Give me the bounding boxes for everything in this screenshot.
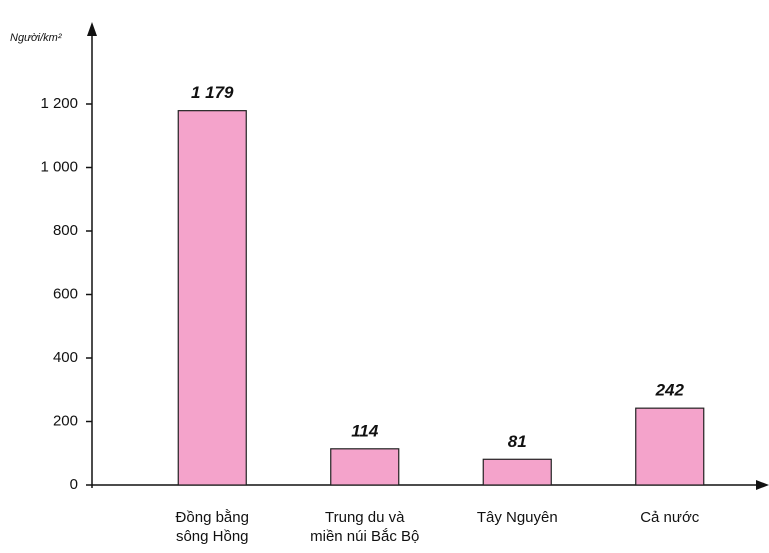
x-tick-label: Cả nước (640, 509, 700, 526)
y-tick-label: 1 000 (40, 158, 78, 175)
data-label: 114 (351, 421, 379, 440)
data-label: 1 179 (191, 83, 234, 102)
x-tick-label: Tây Nguyên (476, 509, 558, 526)
x-tick-label: Đồng bằng sông Hồng (175, 509, 249, 545)
y-axis-label: Người/km² (10, 32, 62, 44)
data-label: 242 (655, 381, 685, 400)
y-tick-label: 1 200 (40, 95, 78, 112)
y-tick-label: 400 (53, 349, 78, 366)
y-arrow (87, 22, 97, 36)
y-tick-label: 600 (53, 285, 78, 302)
y-tick-label: 0 (70, 476, 78, 493)
y-tick-label: 800 (53, 222, 78, 239)
y-tick-label: 200 (53, 412, 78, 429)
bar (330, 448, 400, 486)
bar (635, 407, 705, 486)
x-tick-label: Trung du và miền núi Bắc Bộ (310, 509, 420, 545)
bar (177, 110, 247, 486)
bar (482, 458, 552, 486)
x-arrow (756, 480, 769, 490)
data-label: 81 (508, 432, 527, 451)
